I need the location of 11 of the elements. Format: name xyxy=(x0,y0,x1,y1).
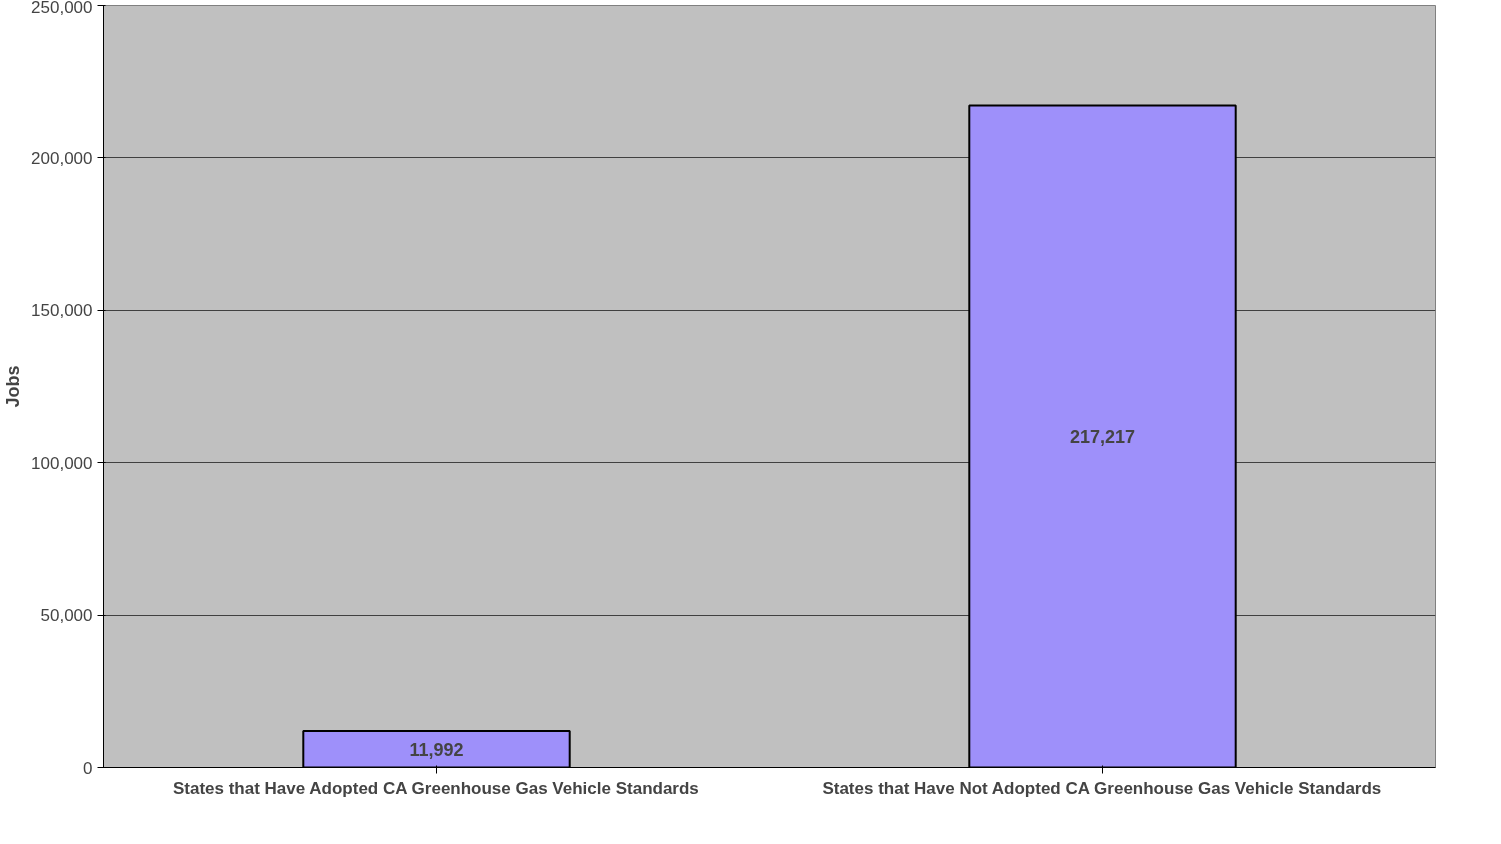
x-tick-label: States that Have Not Adopted CA Greenhouse Gas Vehicle Standards xyxy=(822,778,1382,798)
y-tick-label: 0 xyxy=(83,758,93,778)
y-tick-label: 250,000 xyxy=(31,0,93,17)
y-tick-label: 150,000 xyxy=(31,301,93,321)
data-label: 217,217 xyxy=(1069,426,1136,447)
data-label: 11,992 xyxy=(409,739,464,760)
y-axis-title: Jobs xyxy=(3,365,24,408)
y-tick-label: 50,000 xyxy=(40,606,93,626)
y-tick-label: 100,000 xyxy=(31,453,93,473)
x-tick-label: States that Have Adopted CA Greenhouse Gas Vehicle Standards xyxy=(172,778,699,798)
y-tick-label: 200,000 xyxy=(31,148,93,168)
